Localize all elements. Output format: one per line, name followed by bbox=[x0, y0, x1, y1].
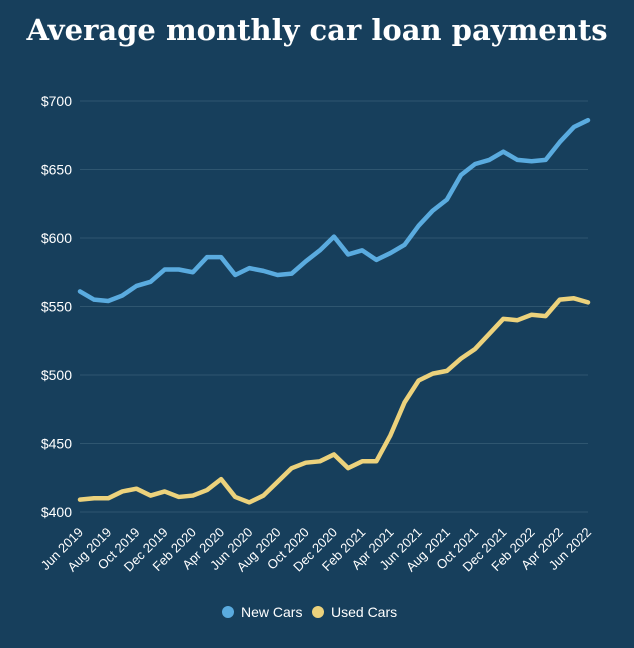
legend-label: Used Cars bbox=[331, 604, 397, 620]
y-axis-tick-labels: $400 $450 $500 $550 $600 $650 $700 bbox=[41, 93, 72, 520]
y-tick-label: $450 bbox=[41, 436, 72, 452]
legend-label: New Cars bbox=[241, 604, 302, 620]
legend-marker bbox=[222, 606, 234, 618]
series-lines bbox=[77, 117, 591, 505]
y-tick-label: $700 bbox=[41, 93, 72, 109]
y-tick-label: $650 bbox=[41, 162, 72, 178]
chart-title: Average monthly car loan payments bbox=[25, 13, 607, 47]
legend-marker bbox=[312, 606, 324, 618]
gridlines bbox=[80, 100, 588, 513]
legend: New Cars Used Cars bbox=[222, 604, 397, 620]
y-tick-label: $550 bbox=[41, 299, 72, 315]
y-tick-label: $500 bbox=[41, 367, 72, 383]
y-tick-label: $400 bbox=[41, 504, 72, 520]
y-tick-label: $600 bbox=[41, 230, 72, 246]
series-line-new-cars bbox=[77, 117, 591, 304]
series-line-used-cars bbox=[77, 296, 591, 505]
